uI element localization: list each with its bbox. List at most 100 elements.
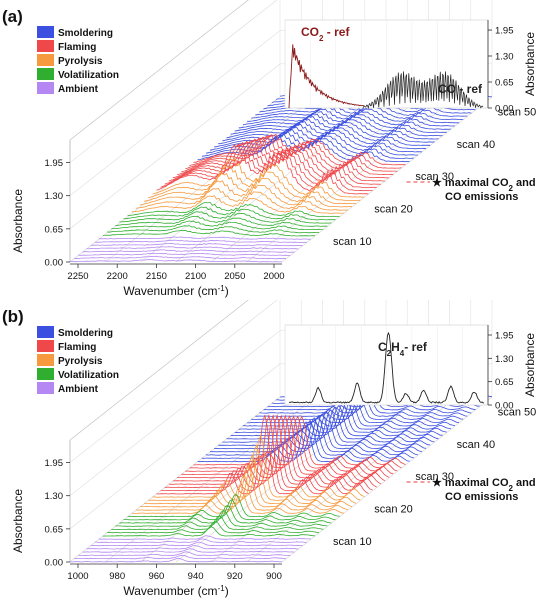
spectrum-line-scan-14 bbox=[123, 499, 336, 521]
spectrum-line-scan-44 bbox=[247, 106, 460, 124]
ref-y-axis-title: Absorbance bbox=[523, 333, 537, 397]
legend-swatch-flaming bbox=[37, 340, 54, 352]
scan-label: scan 50 bbox=[498, 106, 537, 118]
scan-label: scan 40 bbox=[457, 139, 496, 151]
spectrum-line-scan-10 bbox=[107, 225, 320, 234]
spectrum-line-scan-9 bbox=[102, 229, 315, 237]
x-tick-label: 1000 bbox=[67, 571, 88, 582]
spectrum-line-scan-25 bbox=[168, 140, 381, 185]
spectrum-line-scan-45 bbox=[251, 103, 464, 121]
legend-swatch-ambient bbox=[37, 82, 54, 94]
co-ref-line bbox=[362, 71, 484, 110]
wall-grid-line bbox=[69, 396, 281, 563]
legend-swatch-smoldering bbox=[37, 26, 54, 38]
legend-swatch-pyrolysis bbox=[37, 54, 54, 66]
scan-label: scan 10 bbox=[333, 536, 372, 548]
x-axis-title: Wavenumber (cm-1) bbox=[123, 284, 228, 299]
spectrum-line-scan-3 bbox=[78, 551, 291, 556]
panel-label: (a) bbox=[2, 7, 23, 26]
y-tick-label: 0.65 bbox=[45, 224, 64, 235]
legend-swatch-volatilization bbox=[37, 368, 54, 380]
spectrum-line-scan-32 bbox=[197, 421, 410, 463]
spectrum-line-scan-9 bbox=[102, 526, 315, 537]
spectrum-line-scan-22 bbox=[156, 414, 369, 495]
y-axis-title: Absorbance bbox=[11, 489, 25, 553]
chart-panel-b: 1000 980 960 940 920 900 Wavenumber (cm-1) 0.00… bbox=[0, 274, 544, 600]
spectrum-line-scan-21 bbox=[152, 433, 365, 498]
x-tick-label: 2250 bbox=[67, 271, 88, 282]
co2-ref-line bbox=[288, 44, 365, 109]
floor-grid-line bbox=[175, 396, 387, 563]
y-tick-label: 1.30 bbox=[45, 491, 64, 502]
x-tick-label: 960 bbox=[148, 571, 164, 582]
y-tick-label: 1.30 bbox=[45, 191, 64, 202]
spectrum-line-scan-15 bbox=[127, 493, 340, 518]
co2-ref-label: CO2 - ref bbox=[301, 25, 350, 43]
spectrum-line-scan-30 bbox=[189, 135, 402, 169]
spectrum-line-scan-5 bbox=[86, 246, 299, 250]
floor-grid-line bbox=[281, 96, 493, 263]
spectrum-line-scan-7 bbox=[94, 538, 307, 544]
floor-grid-line bbox=[281, 396, 493, 563]
spectrum-line-scan-22 bbox=[156, 144, 369, 195]
x-tick-label: 980 bbox=[109, 571, 125, 582]
spectrum-line-scan-11 bbox=[111, 515, 324, 531]
ref-y-axis-title: Absorbance bbox=[523, 32, 537, 96]
spectrum-line-scan-36 bbox=[214, 412, 427, 450]
scan-label: scan 40 bbox=[457, 439, 496, 451]
ref-y-tick-label: 0.65 bbox=[495, 377, 514, 388]
spectrum-line-scan-18 bbox=[139, 464, 353, 508]
wall-grid-line bbox=[69, 297, 281, 463]
spectrum-line-scan-17 bbox=[135, 187, 348, 211]
legend-label-volatilization: Volatilization bbox=[58, 70, 119, 81]
spectrum-line-scan-46 bbox=[255, 100, 468, 117]
legend-label-pyrolysis: Pyrolysis bbox=[58, 356, 103, 367]
spectrum-line-scan-43 bbox=[242, 108, 455, 127]
spectrum-line-scan-6 bbox=[90, 541, 303, 547]
wall-grid-line bbox=[69, 363, 281, 530]
legend-label-pyrolysis: Pyrolysis bbox=[58, 56, 103, 67]
spectrum-line-scan-28 bbox=[181, 137, 394, 176]
spectrum-line-scan-10 bbox=[107, 521, 320, 534]
spectrum-line-scan-20 bbox=[148, 444, 361, 501]
spectrum-line-scan-34 bbox=[205, 417, 418, 456]
spectrum-line-scan-16 bbox=[131, 484, 344, 514]
legend-swatch-pyrolysis bbox=[37, 354, 54, 366]
spectrum-line-scan-31 bbox=[193, 415, 406, 466]
scan-label: scan 10 bbox=[333, 236, 372, 248]
x-tick-label: 2000 bbox=[263, 271, 284, 282]
x-tick-label: 2150 bbox=[146, 271, 167, 282]
spectrum-line-scan-26 bbox=[172, 139, 385, 182]
chart-a: 2250 2200 2150 2100 2050 2000 Wavenumber (cm-1… bbox=[2, 0, 537, 299]
ref-y-tick-label: 0.00 bbox=[495, 104, 514, 115]
spectrum-line-scan-6 bbox=[90, 243, 303, 247]
floor-grid-line bbox=[105, 396, 316, 563]
legend-swatch-ambient bbox=[37, 382, 54, 394]
spectrum-line-scan-27 bbox=[176, 138, 390, 179]
spectrum-line-scan-1 bbox=[69, 557, 283, 563]
x-tick-label: 920 bbox=[227, 571, 243, 582]
spectrum-line-scan-23 bbox=[160, 143, 373, 192]
spectrum-line-scan-8 bbox=[98, 236, 311, 240]
x-tick-label: 2200 bbox=[107, 271, 128, 282]
y-tick-label: 1.95 bbox=[45, 158, 64, 169]
spectrum-line-scan-12 bbox=[115, 509, 328, 527]
spectrum-line-scan-11 bbox=[111, 220, 324, 231]
spectrum-line-scan-19 bbox=[144, 454, 357, 505]
wall-edge bbox=[69, 0, 249, 141]
spectrum-line-scan-5 bbox=[86, 545, 299, 550]
y-tick-label: 0.65 bbox=[45, 524, 64, 535]
c2h4-ref-line bbox=[288, 331, 485, 404]
floor-grid-line bbox=[140, 96, 351, 263]
ref-y-tick-label: 1.30 bbox=[495, 52, 514, 63]
ref-y-tick-label: 1.95 bbox=[495, 26, 514, 37]
spectrum-line-scan-21 bbox=[152, 157, 365, 198]
spectrum-line-scan-33 bbox=[201, 419, 414, 459]
legend-label-ambient: Ambient bbox=[58, 384, 99, 395]
wall-grid-line bbox=[69, 0, 278, 163]
legend-label-flaming: Flaming bbox=[58, 42, 96, 53]
y-tick-label: 0.00 bbox=[45, 558, 64, 569]
spectrum-line-scan-17 bbox=[135, 474, 349, 511]
spectrum-line-scan-4 bbox=[82, 249, 295, 253]
spectrum-line-scan-28 bbox=[181, 414, 394, 476]
